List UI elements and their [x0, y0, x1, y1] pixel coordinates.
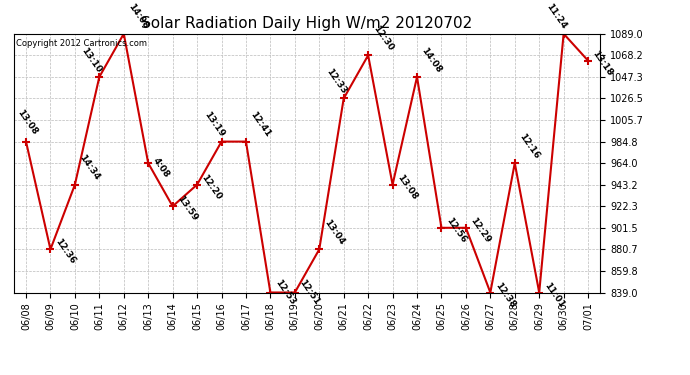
Text: 12:36: 12:36 — [53, 237, 77, 266]
Text: 12:33: 12:33 — [324, 67, 348, 96]
Text: 4:08: 4:08 — [151, 156, 171, 180]
Text: 14:34: 14:34 — [78, 153, 101, 182]
Text: 12:30: 12:30 — [371, 24, 395, 52]
Text: 13:59: 13:59 — [175, 194, 199, 223]
Title: Solar Radiation Daily High W/m2 20120702: Solar Radiation Daily High W/m2 20120702 — [141, 16, 473, 31]
Text: 13:10: 13:10 — [80, 46, 104, 74]
Text: 14:08: 14:08 — [420, 45, 444, 74]
Text: Copyright 2012 Cartronics.com: Copyright 2012 Cartronics.com — [16, 39, 146, 48]
Text: 12:41: 12:41 — [248, 110, 273, 139]
Text: 12:53: 12:53 — [273, 278, 297, 306]
Text: 13:18: 13:18 — [591, 49, 615, 77]
Text: 12:56: 12:56 — [444, 216, 468, 244]
Text: 11:24: 11:24 — [544, 2, 568, 31]
Text: 12:51: 12:51 — [297, 278, 322, 306]
Text: 11:01: 11:01 — [542, 280, 566, 309]
Text: 13:04: 13:04 — [322, 218, 346, 247]
Text: 13:08: 13:08 — [15, 108, 39, 136]
Text: 13:08: 13:08 — [395, 173, 419, 201]
Text: 12:38: 12:38 — [493, 280, 517, 309]
Text: 13:19: 13:19 — [202, 110, 226, 139]
Text: 12:16: 12:16 — [518, 132, 542, 160]
Text: 12:29: 12:29 — [469, 216, 493, 244]
Text: 12:20: 12:20 — [200, 173, 224, 201]
Text: 14:08: 14:08 — [126, 2, 150, 31]
